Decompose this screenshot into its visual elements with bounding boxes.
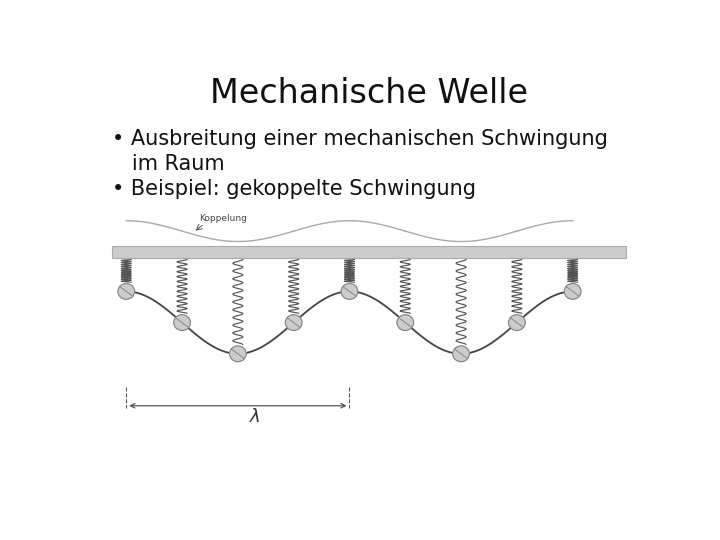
Ellipse shape [508,315,526,330]
Ellipse shape [564,284,581,299]
Text: $\lambda$: $\lambda$ [249,408,261,426]
Text: • Ausbreitung einer mechanischen Schwingung: • Ausbreitung einer mechanischen Schwing… [112,129,608,149]
Text: • Beispiel: gekoppelte Schwingung: • Beispiel: gekoppelte Schwingung [112,179,477,199]
Text: Mechanische Welle: Mechanische Welle [210,77,528,110]
Ellipse shape [174,315,190,330]
Ellipse shape [397,315,413,330]
Text: im Raum: im Raum [112,154,225,174]
Text: Koppelung: Koppelung [199,214,247,223]
Ellipse shape [118,284,135,299]
Ellipse shape [230,346,246,362]
Ellipse shape [453,346,469,362]
Ellipse shape [341,284,358,299]
Ellipse shape [285,315,302,330]
Bar [112,246,626,258]
